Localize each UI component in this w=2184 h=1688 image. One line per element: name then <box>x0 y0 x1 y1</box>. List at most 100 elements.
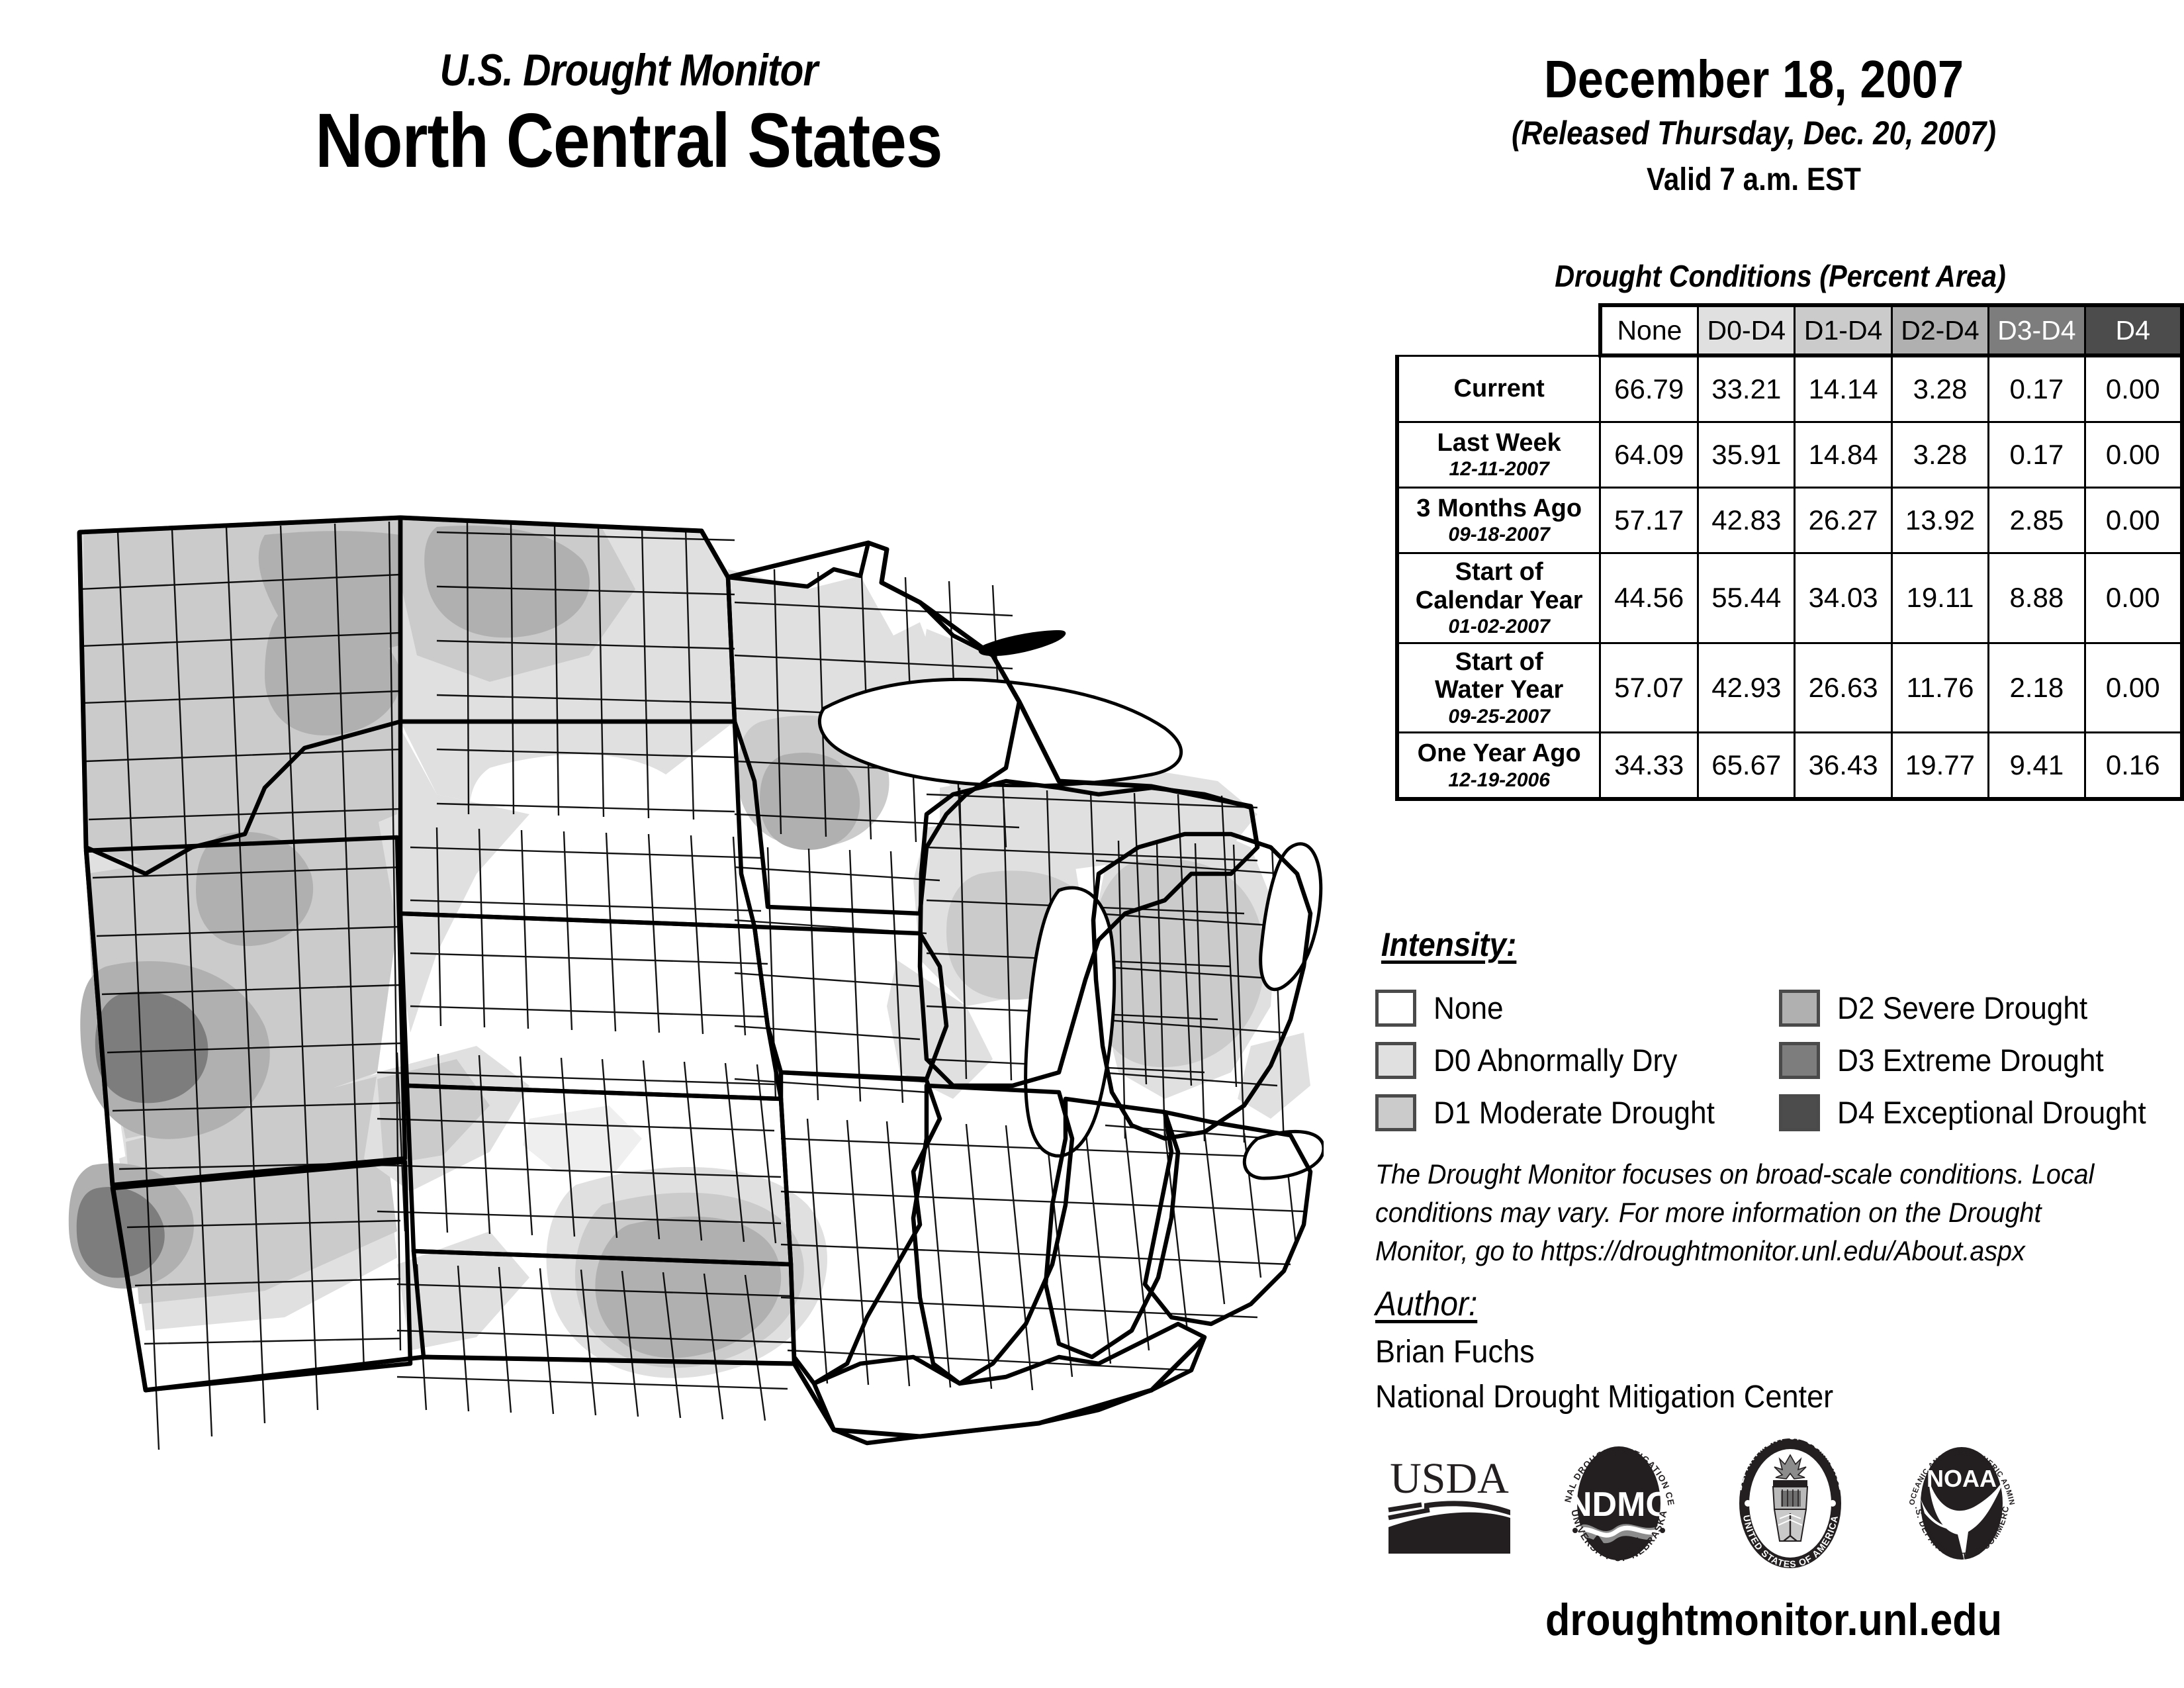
state-IA <box>752 924 949 1082</box>
table-row: 3 Months Ago 09-18-2007 57.17 42.83 26.27 13.… <box>1395 487 2184 554</box>
state-IN <box>1043 1096 1181 1360</box>
table-cell: 13.92 <box>1890 487 1990 554</box>
table-cell: 64.09 <box>1599 421 1700 489</box>
title-block: U.S. Drought Monitor North Central State… <box>0 48 1257 181</box>
lake-superior <box>817 677 1183 788</box>
drought-area-d2 <box>196 831 314 947</box>
legend-label: D3 Extreme Drought <box>1837 1043 2104 1078</box>
state-WI <box>917 778 1260 1088</box>
page-subtitle: U.S. Drought Monitor <box>439 45 819 95</box>
intensity-heading: Intensity: <box>1381 926 1517 963</box>
table-cell: 0.00 <box>2083 487 2184 554</box>
legend-item: D3 Extreme Drought <box>1779 1034 2156 1086</box>
table-cell: 3.28 <box>1890 354 1990 423</box>
legend-label: D0 Abnormally Dry <box>1433 1043 1678 1078</box>
legend-item: D4 Exceptional Drought <box>1779 1086 2156 1139</box>
drought-area-d0 <box>397 1231 529 1350</box>
footer-url: droughtmonitor.unl.edu <box>1545 1595 2003 1645</box>
table-caption: Drought Conditions (Percent Area) <box>1555 259 2006 293</box>
table-row-label: One Year Ago 12-19-2006 <box>1395 731 1602 802</box>
legend-item: D1 Moderate Drought <box>1375 1086 1779 1139</box>
valid-time: Valid 7 a.m. EST <box>1647 162 1861 197</box>
isle-royale <box>978 630 1066 657</box>
table-cell: 0.16 <box>2083 731 2184 802</box>
doc-logo: DEPARTMENT OF COMMERCE UNITED STATES OF … <box>1723 1430 1858 1574</box>
table-row: Current 66.79 33.21 14.14 3.28 0.17 0.00 <box>1395 354 2184 423</box>
drought-map <box>66 503 1324 1483</box>
legend-swatch <box>1779 1041 1820 1079</box>
table-cell: 11.76 <box>1890 641 1990 734</box>
table-row-label: Start of Calendar Year 01-02-2007 <box>1395 552 1602 644</box>
state-MI <box>1091 831 1313 1141</box>
table-column-header: D1-D4 <box>1794 303 1893 357</box>
table-cell: 55.44 <box>1697 552 1796 644</box>
table-cell: 2.18 <box>1987 641 2086 734</box>
drought-area-d2 <box>424 526 590 638</box>
table-cell: 57.17 <box>1599 487 1700 554</box>
table-cell: 3.28 <box>1890 421 1990 489</box>
table-row: Last Week 12-11-2007 64.09 35.91 14.84 3.28 0.… <box>1395 421 2184 489</box>
page-title: North Central States <box>315 97 942 183</box>
table-cell: 0.17 <box>1987 354 2086 423</box>
legend-swatch <box>1375 989 1416 1027</box>
table-cell: 0.00 <box>2083 552 2184 644</box>
intensity-legend: None D2 Severe Drought D0 Abnormally Dry D3… <box>1375 982 2156 1139</box>
table-cell: 34.33 <box>1599 731 1700 802</box>
table-cell: 0.00 <box>2083 354 2184 423</box>
release-date: (Released Thursday, Dec. 20, 2007) <box>1511 115 1997 152</box>
drought-area-d2 <box>265 608 401 736</box>
drought-area-d2 <box>760 752 860 850</box>
legend-label: None <box>1433 990 1504 1025</box>
table-row: One Year Ago 12-19-2006 34.33 65.67 36.43 19.… <box>1395 731 2184 802</box>
table-row-date: 09-18-2007 <box>1448 524 1550 546</box>
map-outline <box>77 515 1260 1439</box>
legend-label: D4 Exceptional Drought <box>1837 1095 2146 1130</box>
table-cell: 33.21 <box>1697 354 1796 423</box>
table-column-header: D0-D4 <box>1697 303 1796 357</box>
table-cell: 0.00 <box>2083 421 2184 489</box>
table-cell: 14.84 <box>1794 421 1893 489</box>
table-row: Start of Calendar Year 01-02-2007 44.56 55.4… <box>1395 552 2184 644</box>
drought-area-d2 <box>595 1216 782 1358</box>
legend-item: D0 Abnormally Dry <box>1375 1034 1779 1086</box>
table-header: None D0-D4 D1-D4 D2-D4 D3-D4 D4 <box>1397 303 2184 357</box>
svg-text:NDMC: NDMC <box>1567 1485 1670 1524</box>
valid-date: December 18, 2007 <box>1543 50 1964 109</box>
date-block: December 18, 2007 (Released Thursday, De… <box>1390 53 2118 196</box>
table-cell: 42.83 <box>1697 487 1796 554</box>
drought-area-d0 <box>1238 1033 1310 1119</box>
drought-area-d3 <box>95 991 208 1103</box>
legend-item: None <box>1375 982 1779 1034</box>
table-row-date: 09-25-2007 <box>1448 705 1550 727</box>
table-cell: 26.63 <box>1794 641 1893 734</box>
table-row-label: Last Week 12-11-2007 <box>1395 421 1602 489</box>
table-corner-cell <box>1397 305 1600 355</box>
author-name: Brian Fuchs <box>1375 1335 1535 1370</box>
table-row-date: 12-19-2006 <box>1448 769 1550 791</box>
table-cell: 65.67 <box>1697 731 1796 802</box>
table-column-header: D4 <box>2083 303 2184 357</box>
legend-swatch <box>1779 989 1820 1027</box>
agency-logos: USDA NDMC NATIONAL DROUGHT MITI <box>1383 1427 2164 1575</box>
drought-conditions-table: None D0-D4 D1-D4 D2-D4 D3-D4 D4 Current 66.79 3… <box>1395 303 2184 802</box>
table-column-header: D3-D4 <box>1987 303 2086 357</box>
svg-text:USDA: USDA <box>1390 1454 1509 1503</box>
legend-item: D2 Severe Drought <box>1779 982 2156 1034</box>
drought-area-d0 <box>523 1105 642 1172</box>
table-cell: 42.93 <box>1697 641 1796 734</box>
table-cell: 8.88 <box>1987 552 2086 644</box>
state-IL <box>911 1083 1075 1386</box>
table-cell: 19.11 <box>1890 552 1990 644</box>
table-cell: 44.56 <box>1599 552 1700 644</box>
table-cell: 2.85 <box>1987 487 2086 554</box>
legend-swatch <box>1375 1041 1416 1079</box>
table-row-date: 12-11-2007 <box>1449 458 1549 481</box>
table-cell: 0.00 <box>2083 641 2184 734</box>
table-header-row: None D0-D4 D1-D4 D2-D4 D3-D4 D4 <box>1397 303 2184 357</box>
usda-logo: USDA <box>1383 1446 1516 1562</box>
table-cell: 36.43 <box>1794 731 1893 802</box>
table-row-label: 3 Months Ago 09-18-2007 <box>1395 487 1602 554</box>
legend-label: D2 Severe Drought <box>1837 990 2088 1025</box>
state-SD <box>398 719 757 929</box>
disclaimer-text: The Drought Monitor focuses on broad-sca… <box>1375 1158 2095 1266</box>
